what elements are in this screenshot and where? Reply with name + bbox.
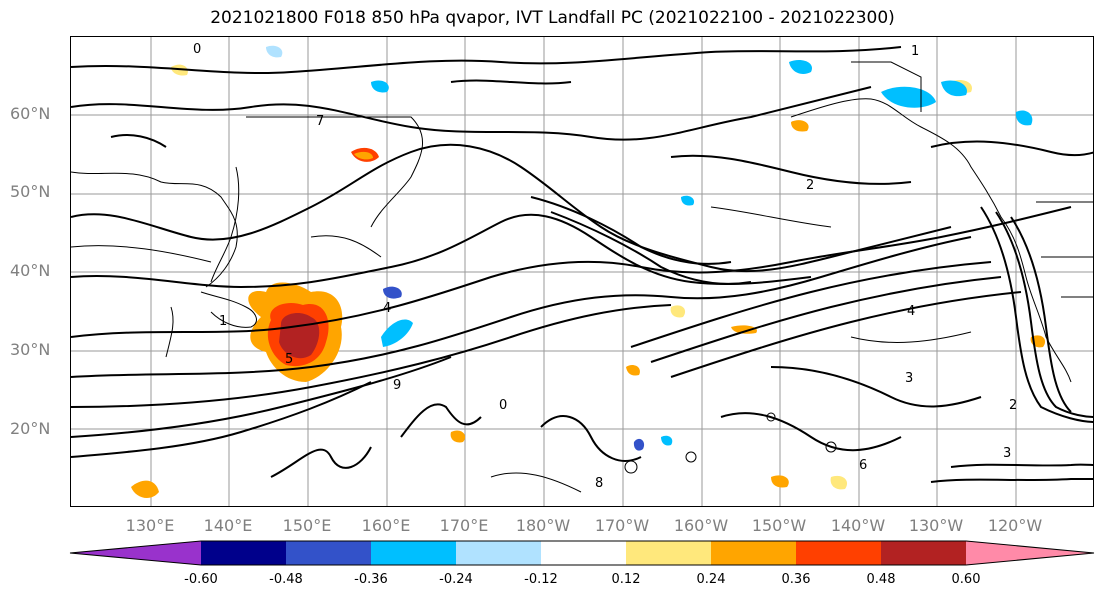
contour-label: 8 [595, 476, 603, 491]
colorbar-segment [286, 541, 371, 565]
contour-label: 9 [393, 378, 401, 393]
colorbar-segment [201, 541, 286, 565]
lat-label-20n: 20°N [10, 419, 51, 438]
shading-negative [266, 45, 1033, 451]
colorbar-tick-label: -0.48 [269, 572, 303, 587]
lon-label-160w: 160°W [673, 516, 729, 535]
contour-label-group: 0 1 2 3 4 5 6 7 8 9 0 1 2 3 4 [193, 42, 1017, 491]
lon-label-120w: 120°W [987, 516, 1043, 535]
colorbar-segment [881, 541, 966, 565]
colorbar-tick-label: 0.24 [696, 572, 726, 587]
contour-label: 2 [1009, 398, 1017, 413]
colorbar-tick-label: 0.60 [951, 572, 981, 587]
colorbar-segment [371, 541, 456, 565]
colorbar-segment [796, 541, 881, 565]
lon-label-130e: 130°E [125, 516, 175, 535]
contour-label: 0 [499, 398, 507, 413]
contour-label: 3 [1003, 446, 1011, 461]
colorbar-segment [711, 541, 796, 565]
colorbar-segment [456, 541, 541, 565]
colorbar-segment [626, 541, 711, 565]
colorbar-tick-label: -0.60 [184, 572, 218, 587]
minor-contours [71, 206, 972, 493]
colorbar-segment [541, 541, 626, 565]
colorbar-tick-label: 0.48 [866, 572, 896, 587]
contour-label: 2 [806, 178, 814, 193]
contour-label: 7 [316, 114, 324, 129]
colorbar-tick-label: 0.36 [781, 572, 811, 587]
colorbar-tick-label: -0.12 [524, 572, 558, 587]
lon-label-170e: 170°E [439, 516, 489, 535]
contour-label: 4 [383, 301, 391, 316]
contour-label: 1 [911, 44, 919, 59]
colorbar-segment [70, 541, 201, 565]
lon-label-130w: 130°W [908, 516, 964, 535]
map-title: 2021021800 F018 850 hPa qvapor, IVT Land… [210, 8, 895, 28]
colorbar-tick-label: 0.12 [611, 572, 641, 587]
colorbar-outline [69, 540, 1095, 566]
map-panel: 0 1 2 3 4 5 6 7 8 9 0 1 2 3 4 [70, 36, 1094, 507]
lon-label-180w: 180°W [515, 516, 571, 535]
lon-label-160e: 160°E [361, 516, 411, 535]
lat-label-60n: 60°N [10, 104, 51, 123]
map-canvas: 0 1 2 3 4 5 6 7 8 9 0 1 2 3 4 [71, 37, 1093, 506]
lon-label-140e: 140°E [203, 516, 253, 535]
contours [71, 46, 1093, 483]
lon-label-170w: 170°W [594, 516, 650, 535]
colorbar-segment [966, 541, 1094, 565]
lon-label-150w: 150°W [751, 516, 807, 535]
lat-label-30n: 30°N [10, 340, 51, 359]
contour-label: 3 [905, 371, 913, 386]
shading-positive [131, 64, 1046, 499]
contour-label: 4 [907, 304, 915, 319]
contour-label: 1 [219, 314, 227, 329]
colorbar-tick-label: -0.24 [439, 572, 473, 587]
colorbar [69, 540, 1095, 566]
contour-label: 5 [285, 352, 293, 367]
lon-label-150e: 150°E [282, 516, 332, 535]
contour-label: 0 [193, 42, 201, 57]
lon-label-140w: 140°W [830, 516, 886, 535]
contour-label: 6 [859, 458, 867, 473]
colorbar-tick-label: -0.36 [354, 572, 388, 587]
lat-label-50n: 50°N [10, 182, 51, 201]
lat-label-40n: 40°N [10, 261, 51, 280]
